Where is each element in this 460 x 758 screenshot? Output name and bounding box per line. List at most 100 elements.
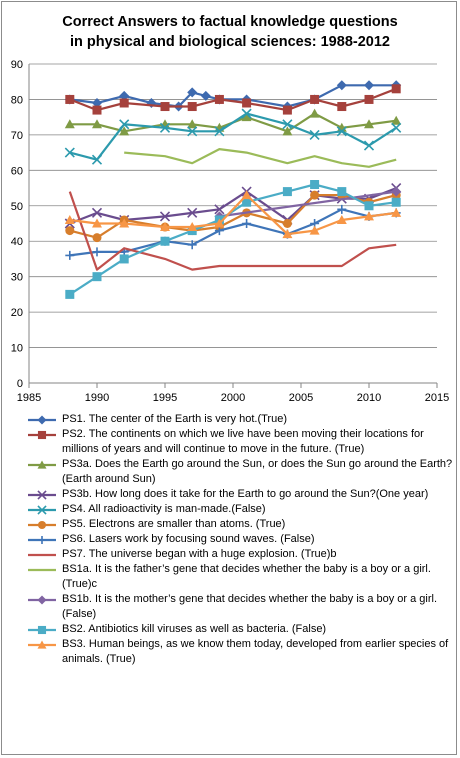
data-point <box>282 229 293 239</box>
legend-marker <box>37 625 47 635</box>
y-tick-label: 70 <box>11 130 23 142</box>
legend-swatch <box>28 553 56 557</box>
series-line <box>124 148 397 168</box>
legend-swatch <box>28 535 56 545</box>
data-point <box>309 225 320 235</box>
y-tick-label: 60 <box>11 165 23 177</box>
data-point <box>364 119 374 129</box>
legend-item: BS2. Antibiotics kill viruses as well as… <box>26 622 456 637</box>
y-tick-label: 20 <box>11 307 23 319</box>
axes <box>28 64 438 388</box>
legend-label: PS7. The universe began with a huge expl… <box>62 548 337 560</box>
legend-marker <box>37 595 47 605</box>
series-4 <box>64 108 402 165</box>
series-line <box>69 194 397 236</box>
legend-item: PS6. Lasers work by focusing sound waves… <box>26 532 456 547</box>
legend-marker <box>37 520 47 530</box>
x-tick-label: 2015 <box>425 392 449 404</box>
series-1 <box>65 84 401 115</box>
data-point <box>391 197 401 207</box>
data-point <box>282 187 292 197</box>
x-tick-label: 2000 <box>221 392 245 404</box>
data-point <box>282 219 292 228</box>
data-point <box>364 201 374 211</box>
data-point <box>65 250 75 260</box>
data-point <box>92 233 102 243</box>
series-8 <box>124 148 397 168</box>
data-point <box>91 154 103 165</box>
data-point <box>119 119 130 130</box>
legend-label: PS6. Lasers work by focusing sound waves… <box>62 533 315 545</box>
legend-label: BS2. Antibiotics kill viruses as well as… <box>62 623 327 635</box>
data-point <box>119 218 130 228</box>
data-point <box>119 98 129 108</box>
legend-item: PS2. The continents on which we live hav… <box>26 427 456 457</box>
x-tick-label: 2005 <box>289 392 313 404</box>
data-point <box>92 97 102 108</box>
data-point <box>214 126 225 137</box>
data-point <box>64 214 75 224</box>
y-tick-label: 10 <box>11 343 23 355</box>
x-tick-label: 1985 <box>17 392 41 404</box>
x-tick-label: 1990 <box>85 392 109 404</box>
data-point <box>64 119 75 129</box>
data-point <box>92 105 102 115</box>
y-tick-label: 50 <box>11 201 23 213</box>
legend-swatch <box>28 625 56 635</box>
data-point <box>282 126 293 136</box>
legend-swatch <box>28 595 56 605</box>
legend: PS1. The center of the Earth is very hot… <box>26 412 456 667</box>
legend-label: PS3a. Does the Earth go around the Sun, … <box>62 458 453 485</box>
legend-label: BS1a. It is the father’s gene that decid… <box>62 563 431 590</box>
chart-title-line-1: Correct Answers to factual knowledge que… <box>62 14 398 30</box>
legend-swatch <box>28 460 56 469</box>
data-point <box>160 236 170 246</box>
data-point <box>214 218 225 228</box>
tick-labels: 0 10 20 30 40 50 60 70 80 90 1985 1990 1995 2000 2005 2… <box>11 59 449 404</box>
data-point <box>214 94 224 104</box>
legend-item: PS1. The center of the Earth is very hot… <box>26 412 456 427</box>
legend-marker <box>37 640 47 649</box>
data-point <box>391 186 402 197</box>
data-point <box>364 94 374 104</box>
y-tick-label: 90 <box>11 59 23 71</box>
data-point <box>310 94 320 104</box>
data-point <box>391 84 401 94</box>
y-tick-label: 0 <box>17 378 23 390</box>
data-point <box>187 222 198 232</box>
legend-item: BS3. Human beings, as we know them today… <box>26 637 456 667</box>
legend-swatch <box>28 640 56 649</box>
legend-swatch <box>28 430 56 440</box>
data-point <box>309 129 320 140</box>
data-point <box>65 226 75 236</box>
chart-title-line-2: in physical and biological sciences: 198… <box>70 34 390 50</box>
series-line <box>69 183 397 296</box>
x-tick-label: 1995 <box>153 392 177 404</box>
legend-item: PS5. Electrons are smaller than atoms. (… <box>26 517 456 532</box>
data-point <box>241 108 252 119</box>
data-point <box>337 187 347 197</box>
data-point <box>119 254 129 264</box>
series-line <box>69 84 397 108</box>
legend-marker <box>37 505 47 515</box>
legend-marker <box>37 430 47 440</box>
data-point <box>337 102 347 112</box>
data-point <box>91 207 103 218</box>
legend-swatch <box>28 520 56 530</box>
legend-label: PS2. The continents on which we live hav… <box>62 428 424 455</box>
data-point <box>160 222 170 232</box>
data-point <box>214 204 225 215</box>
legend-label: PS3b. How long does it take for the Eart… <box>62 488 429 500</box>
series-line <box>68 191 397 271</box>
data-point <box>160 102 170 112</box>
legend-marker <box>37 490 47 500</box>
data-point <box>65 289 75 299</box>
data-point <box>282 119 293 130</box>
data-point <box>242 197 252 207</box>
legend-swatch <box>28 415 56 425</box>
data-point <box>241 190 252 200</box>
data-point <box>391 115 402 125</box>
legend-item: BS1b. It is the mother’s gene that decid… <box>26 592 456 622</box>
series-0 <box>64 80 402 112</box>
data-point <box>64 147 75 158</box>
